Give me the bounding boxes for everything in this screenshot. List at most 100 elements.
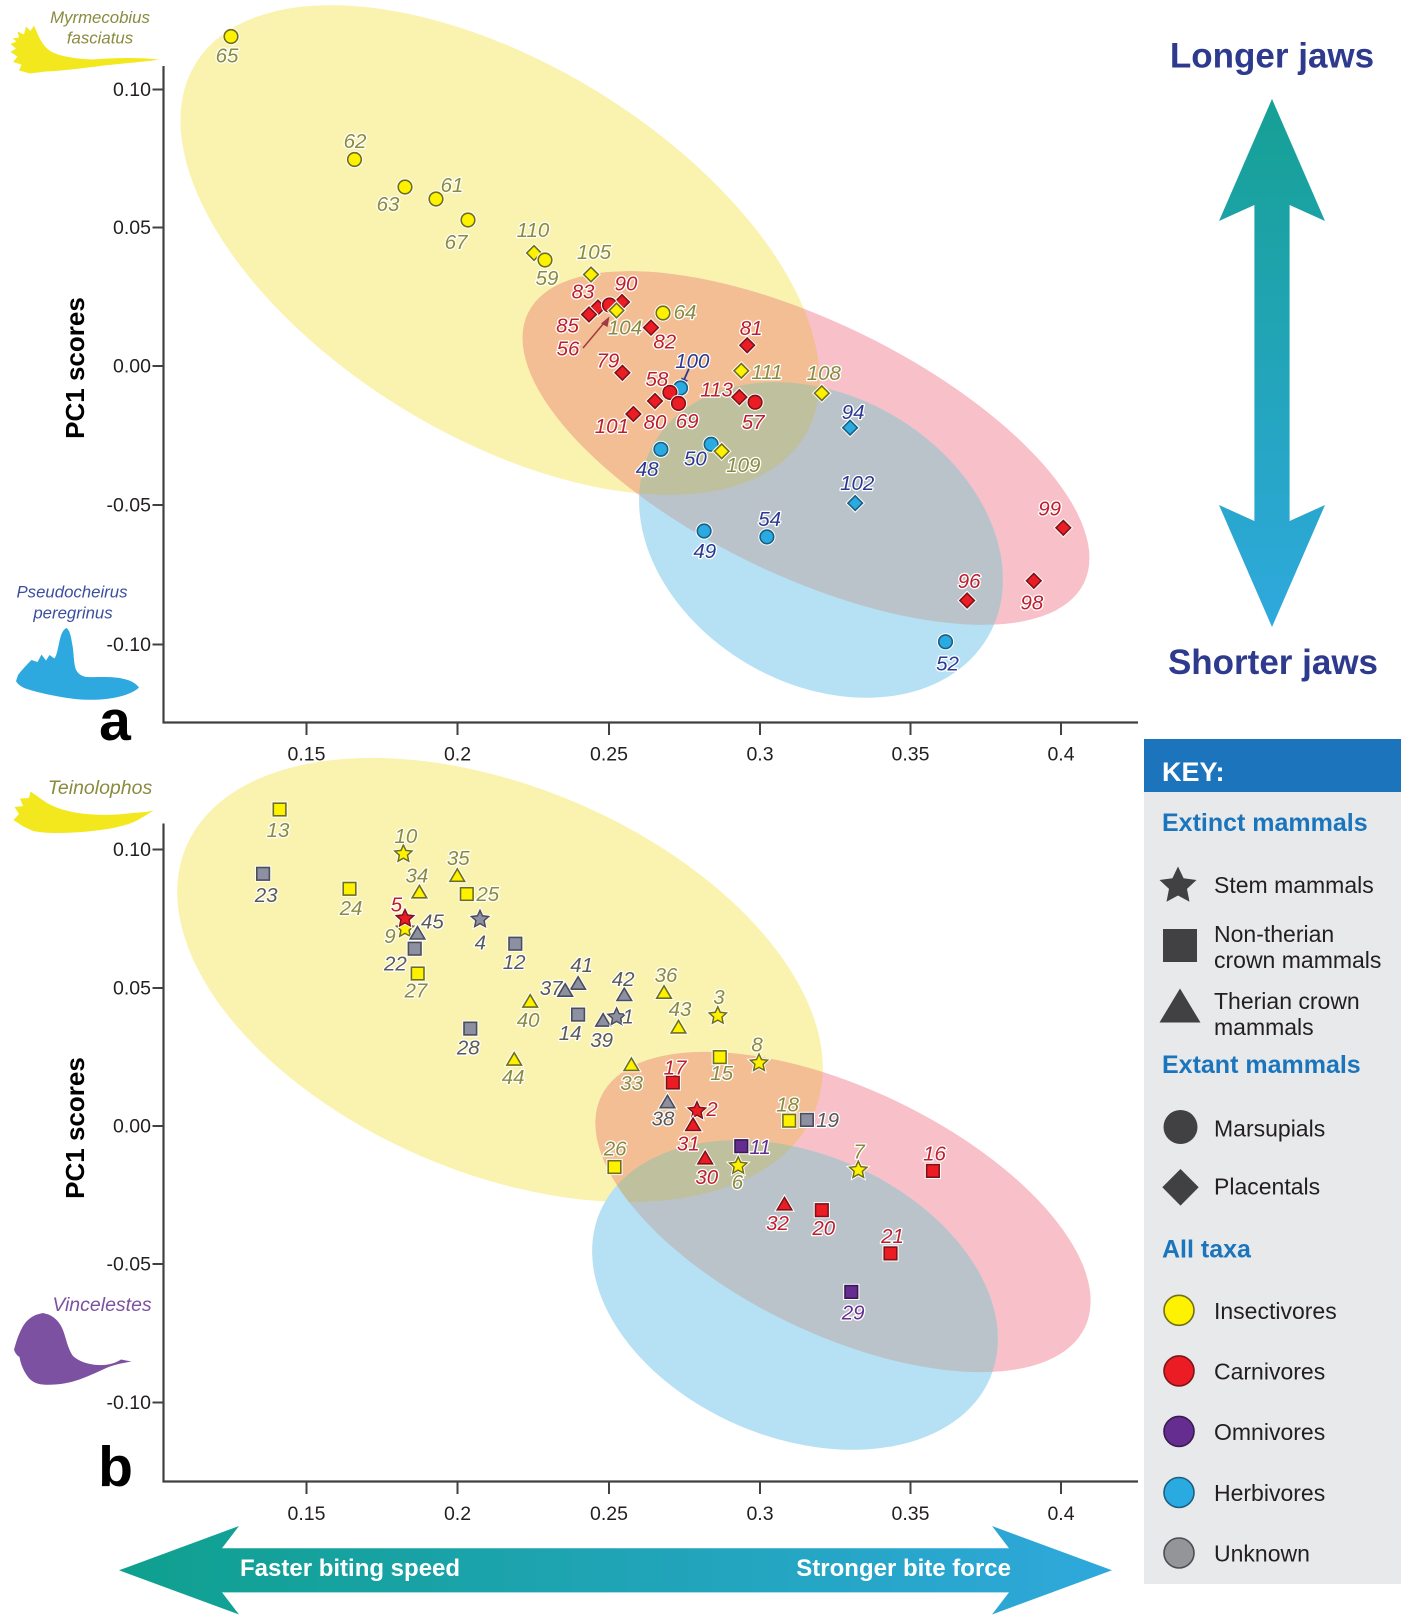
svg-text:14: 14 bbox=[559, 1022, 582, 1045]
svg-text:peregrinus: peregrinus bbox=[32, 604, 113, 623]
svg-text:9: 9 bbox=[384, 925, 395, 948]
svg-text:96: 96 bbox=[958, 570, 981, 593]
svg-text:83: 83 bbox=[572, 281, 595, 304]
svg-text:39: 39 bbox=[590, 1029, 613, 1052]
svg-text:2: 2 bbox=[705, 1098, 718, 1121]
svg-text:54: 54 bbox=[758, 508, 781, 531]
svg-text:-0.10: -0.10 bbox=[107, 634, 152, 656]
svg-text:Teinolophos: Teinolophos bbox=[48, 777, 153, 799]
svg-text:0.35: 0.35 bbox=[892, 744, 930, 766]
svg-text:61: 61 bbox=[441, 174, 464, 197]
svg-text:37: 37 bbox=[540, 977, 564, 1000]
svg-text:4: 4 bbox=[475, 932, 486, 955]
svg-text:113: 113 bbox=[700, 378, 733, 401]
svg-text:PC1 scores: PC1 scores bbox=[60, 297, 90, 439]
svg-text:43: 43 bbox=[669, 998, 692, 1021]
svg-text:20: 20 bbox=[811, 1217, 835, 1240]
svg-text:0.25: 0.25 bbox=[590, 744, 628, 766]
svg-text:11: 11 bbox=[750, 1136, 771, 1159]
svg-text:0.05: 0.05 bbox=[113, 217, 151, 239]
svg-text:56: 56 bbox=[557, 338, 580, 361]
svg-text:Insectivores: Insectivores bbox=[1214, 1298, 1337, 1324]
svg-text:17: 17 bbox=[664, 1056, 688, 1079]
svg-text:19: 19 bbox=[816, 1109, 839, 1132]
svg-text:98: 98 bbox=[1020, 592, 1043, 615]
svg-text:79: 79 bbox=[596, 349, 619, 372]
svg-text:32: 32 bbox=[766, 1212, 789, 1235]
svg-text:Stronger bite force: Stronger bite force bbox=[796, 1555, 1011, 1582]
svg-text:69: 69 bbox=[676, 410, 699, 433]
svg-text:23: 23 bbox=[254, 884, 278, 907]
svg-text:Stem mammals: Stem mammals bbox=[1214, 872, 1374, 898]
svg-text:40: 40 bbox=[517, 1009, 540, 1032]
svg-text:109: 109 bbox=[726, 454, 760, 477]
svg-text:-0.10: -0.10 bbox=[107, 1392, 152, 1414]
svg-text:64: 64 bbox=[674, 301, 697, 324]
svg-text:crown mammals: crown mammals bbox=[1214, 947, 1381, 973]
svg-text:28: 28 bbox=[456, 1036, 480, 1059]
svg-text:0.10: 0.10 bbox=[113, 839, 151, 861]
svg-text:41: 41 bbox=[570, 954, 593, 977]
svg-text:Unknown: Unknown bbox=[1214, 1541, 1310, 1567]
svg-text:27: 27 bbox=[403, 979, 428, 1002]
svg-text:0.05: 0.05 bbox=[113, 978, 151, 1000]
svg-text:0.4: 0.4 bbox=[1047, 744, 1074, 766]
svg-text:99: 99 bbox=[1038, 497, 1061, 520]
svg-text:16: 16 bbox=[923, 1142, 946, 1165]
svg-text:Myrmecobius: Myrmecobius bbox=[50, 8, 150, 27]
svg-text:29: 29 bbox=[841, 1302, 865, 1325]
svg-text:26: 26 bbox=[603, 1138, 627, 1161]
svg-text:63: 63 bbox=[377, 193, 400, 216]
svg-text:-0.05: -0.05 bbox=[107, 1254, 152, 1276]
svg-text:105: 105 bbox=[577, 241, 612, 264]
svg-text:5: 5 bbox=[391, 894, 403, 917]
svg-text:21: 21 bbox=[880, 1225, 904, 1248]
svg-text:0.15: 0.15 bbox=[288, 1503, 326, 1525]
svg-text:Extant mammals: Extant mammals bbox=[1162, 1051, 1361, 1079]
svg-text:b: b bbox=[98, 1435, 133, 1499]
svg-text:48: 48 bbox=[636, 458, 659, 481]
svg-text:67: 67 bbox=[445, 231, 469, 254]
svg-text:8: 8 bbox=[751, 1033, 763, 1056]
svg-text:50: 50 bbox=[684, 448, 707, 471]
svg-text:KEY:: KEY: bbox=[1162, 757, 1225, 787]
svg-text:0.25: 0.25 bbox=[590, 1503, 628, 1525]
svg-text:36: 36 bbox=[655, 964, 678, 987]
svg-text:22: 22 bbox=[383, 952, 407, 975]
svg-text:0.3: 0.3 bbox=[746, 744, 773, 766]
svg-text:Marsupials: Marsupials bbox=[1214, 1116, 1325, 1142]
svg-text:100: 100 bbox=[675, 350, 710, 373]
svg-text:a: a bbox=[99, 689, 132, 753]
svg-text:31: 31 bbox=[677, 1133, 700, 1156]
svg-text:Vincelestes: Vincelestes bbox=[52, 1294, 152, 1316]
svg-text:42: 42 bbox=[612, 968, 635, 991]
svg-text:10: 10 bbox=[394, 825, 417, 848]
svg-text:65: 65 bbox=[216, 45, 239, 68]
svg-text:35: 35 bbox=[447, 847, 470, 870]
svg-text:0.2: 0.2 bbox=[444, 1503, 471, 1525]
svg-text:58: 58 bbox=[645, 368, 668, 391]
svg-text:80: 80 bbox=[644, 411, 667, 434]
svg-text:38: 38 bbox=[652, 1108, 675, 1131]
svg-text:44: 44 bbox=[502, 1066, 525, 1089]
svg-text:0.35: 0.35 bbox=[892, 1503, 930, 1525]
svg-text:0.15: 0.15 bbox=[288, 744, 326, 766]
svg-text:mammals: mammals bbox=[1214, 1014, 1314, 1040]
svg-text:0.3: 0.3 bbox=[746, 1503, 773, 1525]
svg-text:0.2: 0.2 bbox=[444, 744, 471, 766]
svg-text:0.00: 0.00 bbox=[113, 1116, 151, 1138]
svg-text:1: 1 bbox=[622, 1005, 633, 1028]
svg-text:6: 6 bbox=[732, 1171, 744, 1194]
svg-text:All taxa: All taxa bbox=[1162, 1236, 1252, 1264]
svg-text:Therian crown: Therian crown bbox=[1214, 988, 1360, 1014]
svg-text:85: 85 bbox=[556, 315, 579, 338]
svg-text:Placentals: Placentals bbox=[1214, 1174, 1320, 1200]
svg-text:111: 111 bbox=[751, 361, 782, 384]
svg-text:PC1 scores: PC1 scores bbox=[60, 1057, 90, 1199]
svg-text:81: 81 bbox=[740, 317, 763, 340]
svg-text:52: 52 bbox=[936, 653, 959, 676]
svg-text:94: 94 bbox=[842, 401, 865, 424]
svg-text:110: 110 bbox=[517, 219, 550, 242]
svg-text:Shorter jaws: Shorter jaws bbox=[1168, 643, 1378, 682]
svg-text:49: 49 bbox=[693, 540, 716, 563]
